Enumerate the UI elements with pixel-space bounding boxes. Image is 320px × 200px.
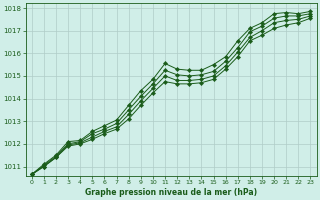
X-axis label: Graphe pression niveau de la mer (hPa): Graphe pression niveau de la mer (hPa) bbox=[85, 188, 257, 197]
